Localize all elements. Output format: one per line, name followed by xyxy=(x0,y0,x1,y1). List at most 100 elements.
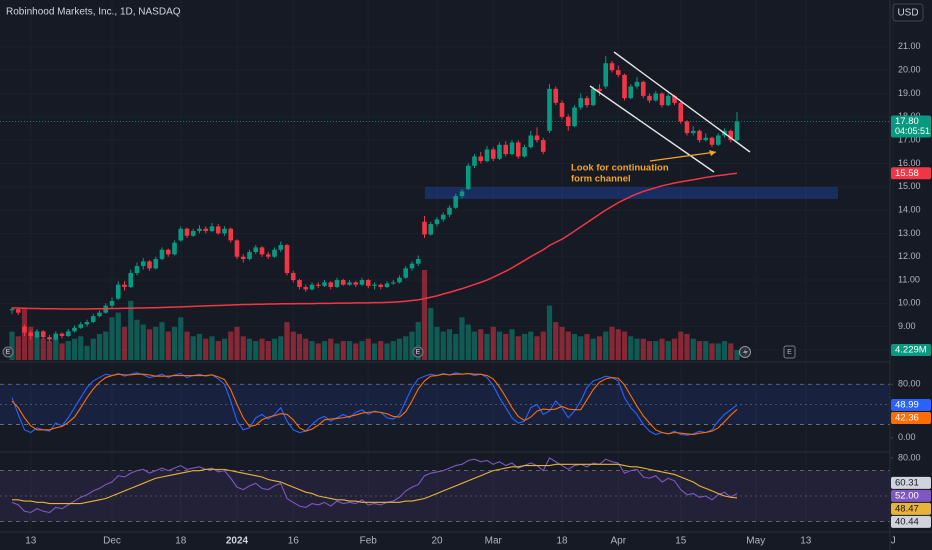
rsi-line xyxy=(11,457,738,514)
volume-bar xyxy=(90,338,96,360)
candle-body xyxy=(122,284,127,288)
volume-bar xyxy=(403,336,409,360)
volume-bar xyxy=(365,338,371,360)
candle-body xyxy=(22,326,27,333)
candle-body xyxy=(522,147,527,157)
volume-bar xyxy=(140,324,146,360)
candle-body xyxy=(490,149,496,159)
candle-body xyxy=(9,309,15,311)
volume-bar xyxy=(228,331,234,360)
plot: 13Dec18202416Feb20Mar18Apr15May13J8.009.… xyxy=(9,41,921,547)
candle-body xyxy=(622,74,627,99)
candle-body xyxy=(84,321,90,325)
candle-body xyxy=(503,144,509,155)
dividend-marker[interactable] xyxy=(739,346,751,358)
volume-bar xyxy=(471,331,478,360)
candle-body xyxy=(284,245,290,274)
volume-bar xyxy=(646,341,653,360)
currency[interactable]: USD xyxy=(897,8,918,19)
stoch-line xyxy=(11,372,738,436)
volume-bar xyxy=(715,343,721,360)
volume-bar xyxy=(640,338,646,360)
volume-bar xyxy=(184,331,190,360)
volume-bar xyxy=(59,343,65,360)
volume-bar xyxy=(384,343,390,360)
candle-body xyxy=(197,228,202,232)
badge xyxy=(891,515,931,528)
event-label[interactable]: E xyxy=(416,349,421,356)
volume-bar xyxy=(409,331,415,360)
volume-bar xyxy=(46,341,53,360)
volume-bar xyxy=(303,338,309,360)
volume-bar xyxy=(353,343,359,360)
event-label[interactable]: E xyxy=(787,349,792,356)
volume-bar xyxy=(734,349,740,360)
y-tick-label: 15.00 xyxy=(898,181,921,191)
candle-body xyxy=(559,102,565,117)
candle-body xyxy=(153,259,159,269)
candle-body xyxy=(484,149,490,162)
y-tick-label: 12.00 xyxy=(898,251,921,261)
candle-body xyxy=(528,135,534,148)
volume-bar xyxy=(446,329,453,360)
candle-body xyxy=(640,81,646,96)
candle-body xyxy=(459,191,465,197)
candle-body xyxy=(28,332,34,336)
candle-body xyxy=(65,331,71,336)
candle-body xyxy=(372,284,377,286)
volume-bar xyxy=(265,341,271,360)
candle-body xyxy=(665,95,671,106)
volume-bar xyxy=(340,341,346,360)
volume-bar xyxy=(496,331,503,360)
volume-bar xyxy=(109,317,115,360)
badge-sublabel: 04:05:51 xyxy=(895,126,930,136)
candle-body xyxy=(603,63,609,87)
volume-bar xyxy=(515,336,521,360)
volume-bar xyxy=(590,338,596,360)
moving-average xyxy=(12,172,738,310)
stoch-line xyxy=(11,372,738,436)
volume-bar xyxy=(690,338,696,360)
candle-body xyxy=(97,312,102,317)
candle-body xyxy=(34,331,40,338)
candle-body xyxy=(134,266,140,274)
candle-body xyxy=(328,282,334,288)
volume-bar xyxy=(15,336,21,360)
event-marker[interactable]: E xyxy=(2,346,14,358)
event-label[interactable]: E xyxy=(6,349,11,356)
candle-body xyxy=(115,284,121,299)
candle-body xyxy=(634,81,640,87)
candle-body xyxy=(590,88,596,106)
candle-body xyxy=(272,249,277,257)
volume-bar xyxy=(190,336,196,360)
event-marker[interactable]: E xyxy=(412,346,424,358)
y-tick-label: 17.00 xyxy=(898,135,921,145)
volume-bar xyxy=(634,338,640,360)
badge-label: 48.99 xyxy=(895,400,919,411)
candle-body xyxy=(240,256,246,260)
candle-body xyxy=(697,130,702,141)
badge-label: 15.58 xyxy=(895,168,919,179)
event-marker[interactable]: E xyxy=(783,345,796,359)
candle-body xyxy=(353,282,359,285)
volume-bar xyxy=(71,338,78,360)
volume-bar xyxy=(440,331,446,360)
candle-body xyxy=(515,142,521,157)
volume-bar xyxy=(103,331,109,360)
candle-body xyxy=(378,284,384,288)
volume-bar xyxy=(709,343,715,360)
candle-body xyxy=(297,280,302,288)
badge-label: 40.44 xyxy=(895,516,919,527)
candle-body xyxy=(59,333,65,336)
volume-bar xyxy=(28,326,34,360)
candle-body xyxy=(428,224,434,235)
volume-bar xyxy=(565,331,571,360)
badge xyxy=(891,115,931,138)
volume-bar xyxy=(428,307,434,360)
volume-bar xyxy=(253,341,259,360)
currency-box[interactable] xyxy=(892,3,924,22)
volume-bar xyxy=(621,331,628,360)
candle-body xyxy=(178,228,184,241)
